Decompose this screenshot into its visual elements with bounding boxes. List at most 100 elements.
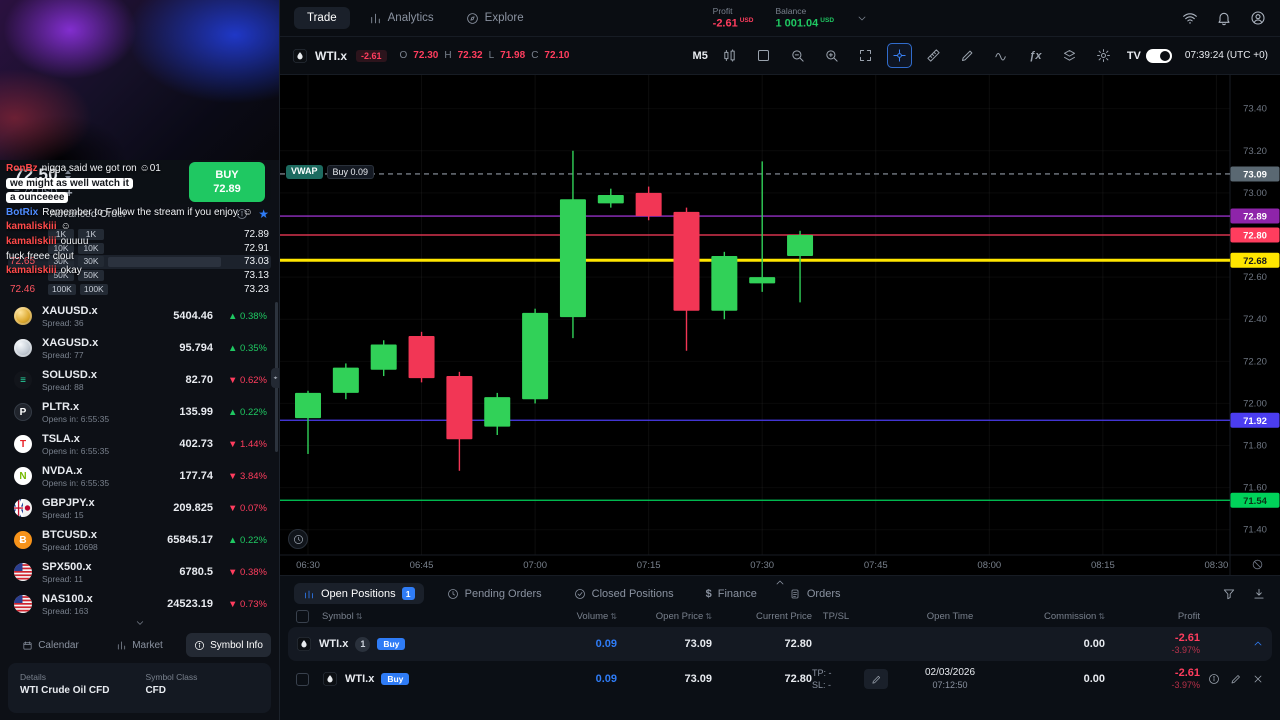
- volume-preset-button[interactable]: 30K: [78, 256, 104, 268]
- select-all-checkbox[interactable]: [296, 609, 309, 623]
- buy-button[interactable]: BUY 72.89: [189, 162, 265, 202]
- col-open-time[interactable]: Open Time: [926, 610, 974, 622]
- candlestick-chart[interactable]: 06:30 06:45 07:00 07:15 07:30 07:45 08:00 08:15…: [280, 75, 1280, 575]
- profile-icon[interactable]: [1250, 10, 1266, 26]
- tab-finance[interactable]: $ Finance: [697, 584, 766, 604]
- svg-text:71.54: 71.54: [1243, 496, 1267, 507]
- watchlist-row[interactable]: NAS100.x Spread: 163 24523.19 ▼ 0.73%: [0, 588, 279, 620]
- volume-preset-button[interactable]: 50K: [78, 270, 104, 282]
- symbol-sub-label: Spread: 36: [42, 317, 84, 328]
- chevron-down-icon[interactable]: [856, 12, 868, 24]
- watchlist-row[interactable]: T TSLA.x Opens in: 6:55:35 402.73 ▼ 1.44%: [0, 428, 279, 460]
- step-down-icon[interactable]: [65, 175, 72, 180]
- step-up-icon[interactable]: [65, 169, 72, 174]
- tab-open-positions[interactable]: Open Positions 1: [294, 583, 424, 604]
- watchlist-row[interactable]: XAUUSD.x Spread: 36 5404.46 ▲ 0.38%: [0, 300, 279, 332]
- position-detail-row[interactable]: WTI.x Buy 0.09 73.09 72.80 TP: - SL: - 0…: [288, 663, 1272, 695]
- sidebar-resize-handle[interactable]: ◂▸: [271, 368, 279, 388]
- settings-gear-icon[interactable]: [1091, 43, 1116, 68]
- crosshair-icon[interactable]: [886, 43, 912, 68]
- volume-preset-button[interactable]: 100K: [48, 283, 76, 295]
- svg-text:72.68: 72.68: [1243, 256, 1267, 267]
- volume-preset-button[interactable]: 50K: [48, 270, 74, 282]
- volume-preset-button[interactable]: 10K: [78, 242, 104, 254]
- account-summary[interactable]: Profit -2.61 USD Balance 1 001.04 USD: [713, 6, 868, 30]
- tab-trade[interactable]: Trade: [294, 7, 350, 29]
- watchlist-row[interactable]: Ƀ BTCUSD.x Spread: 10698 65845.17 ▲ 0.22%: [0, 524, 279, 556]
- chart-type-icon[interactable]: [717, 43, 742, 68]
- position-current-price: 72.80: [784, 673, 812, 685]
- price-stepper[interactable]: [65, 169, 72, 180]
- col-volume[interactable]: Volume ⇅: [576, 610, 617, 622]
- zoom-in-icon[interactable]: [819, 43, 844, 68]
- tab-orders[interactable]: Orders: [780, 584, 850, 604]
- volume-preset-button[interactable]: 100K: [79, 283, 108, 295]
- favorite-star-icon[interactable]: ★: [258, 207, 269, 221]
- connection-icon[interactable]: [1182, 10, 1198, 26]
- tradingview-toggle-group: TV: [1127, 48, 1172, 63]
- dom-row[interactable]: 72.46 100K 100K 73.23: [8, 282, 271, 296]
- tab-symbol-info[interactable]: Symbol Info: [186, 633, 271, 657]
- position-chip[interactable]: Buy 0.09: [326, 164, 375, 179]
- visibility-toggle-icon[interactable]: [1251, 558, 1264, 571]
- indicators-icon[interactable]: ƒx: [1029, 49, 1042, 62]
- palantir-icon: P: [14, 403, 32, 421]
- tradingview-toggle[interactable]: [1145, 48, 1172, 63]
- draw-icon[interactable]: [955, 43, 980, 68]
- volume-preset-button[interactable]: 1K: [78, 229, 104, 241]
- bell-icon[interactable]: [1216, 10, 1232, 26]
- tab-closed-positions[interactable]: Closed Positions: [565, 584, 683, 604]
- watchlist-row[interactable]: XAGUSD.x Spread: 77 95.794 ▲ 0.35%: [0, 332, 279, 364]
- info-icon[interactable]: [1208, 673, 1220, 685]
- sidebar-collapse-icon[interactable]: [134, 617, 145, 628]
- dom-row[interactable]: 50K 50K 73.13: [8, 269, 271, 283]
- edit-tpsl-button[interactable]: [864, 669, 888, 689]
- dom-row[interactable]: 10K 10K 72.91: [8, 242, 271, 256]
- tab-analytics[interactable]: Analytics: [356, 7, 447, 30]
- watchlist-row[interactable]: ≡ SOLUSD.x Spread: 88 82.70 ▼ 0.62%: [0, 364, 279, 396]
- volume-preset-button[interactable]: 1K: [48, 229, 74, 241]
- close-position-icon[interactable]: [1252, 673, 1264, 685]
- dom-row[interactable]: 72.65 30K 30K 73.03: [8, 255, 271, 269]
- tab-calendar[interactable]: Calendar: [8, 633, 93, 657]
- tab-pending-orders[interactable]: Pending Orders: [438, 584, 551, 604]
- position-group-row[interactable]: WTI.x 1 Buy 0.09 73.09 72.80 0.00 -2.61 …: [288, 627, 1272, 661]
- increase-volume-button[interactable]: +: [65, 185, 73, 200]
- order-price[interactable]: 72.50: [14, 164, 59, 184]
- row-checkbox[interactable]: [296, 672, 309, 686]
- zoom-out-icon[interactable]: [785, 43, 810, 68]
- collapse-group-icon[interactable]: [1252, 638, 1264, 650]
- download-icon[interactable]: [1252, 587, 1266, 601]
- wave-tool-icon[interactable]: [989, 43, 1014, 68]
- advanced-order-link[interactable]: Advanced Order: [50, 208, 127, 220]
- info-icon[interactable]: [236, 208, 248, 220]
- stream-video[interactable]: [0, 0, 279, 160]
- timeframe-selector[interactable]: M5: [692, 49, 708, 62]
- volume-preset-button[interactable]: 10K: [48, 242, 74, 254]
- edit-position-icon[interactable]: [1230, 673, 1242, 685]
- col-commission[interactable]: Commission ⇅: [1044, 610, 1105, 622]
- watchlist-row[interactable]: GBPJPY.x Spread: 15 209.825 ▼ 0.07%: [0, 492, 279, 524]
- svg-text:71.92: 71.92: [1243, 416, 1267, 427]
- layers-icon[interactable]: [1057, 43, 1082, 68]
- col-profit[interactable]: Profit: [1177, 610, 1200, 622]
- watchlist-row[interactable]: P PLTR.x Opens in: 6:55:35 135.99 ▲ 0.22%: [0, 396, 279, 428]
- layout-icon[interactable]: [751, 43, 776, 68]
- filter-icon[interactable]: [1222, 587, 1236, 601]
- symbol-selector[interactable]: WTI.x: [292, 48, 347, 64]
- profit-label: Profit: [712, 6, 733, 17]
- watchlist-row[interactable]: SPX500.x Spread: 11 6780.5 ▼ 0.38%: [0, 556, 279, 588]
- col-symbol[interactable]: Symbol ⇅: [322, 610, 363, 622]
- col-tpsl[interactable]: TP/SL: [822, 610, 850, 622]
- dom-row[interactable]: 1K 1K 72.89: [8, 228, 271, 242]
- col-current-price[interactable]: Current Price: [756, 610, 812, 622]
- volume-preset-button[interactable]: 30K: [48, 256, 74, 268]
- panel-resize-handle[interactable]: [774, 577, 786, 589]
- history-icon[interactable]: [288, 529, 308, 549]
- tab-market[interactable]: Market: [97, 633, 182, 657]
- watchlist-row[interactable]: N NVDA.x Opens in: 6:55:35 177.74 ▼ 3.84%: [0, 460, 279, 492]
- col-open-price[interactable]: Open Price ⇅: [655, 610, 712, 622]
- ruler-icon[interactable]: [921, 43, 946, 68]
- tab-explore[interactable]: Explore: [453, 7, 537, 30]
- fullscreen-icon[interactable]: [853, 43, 878, 68]
